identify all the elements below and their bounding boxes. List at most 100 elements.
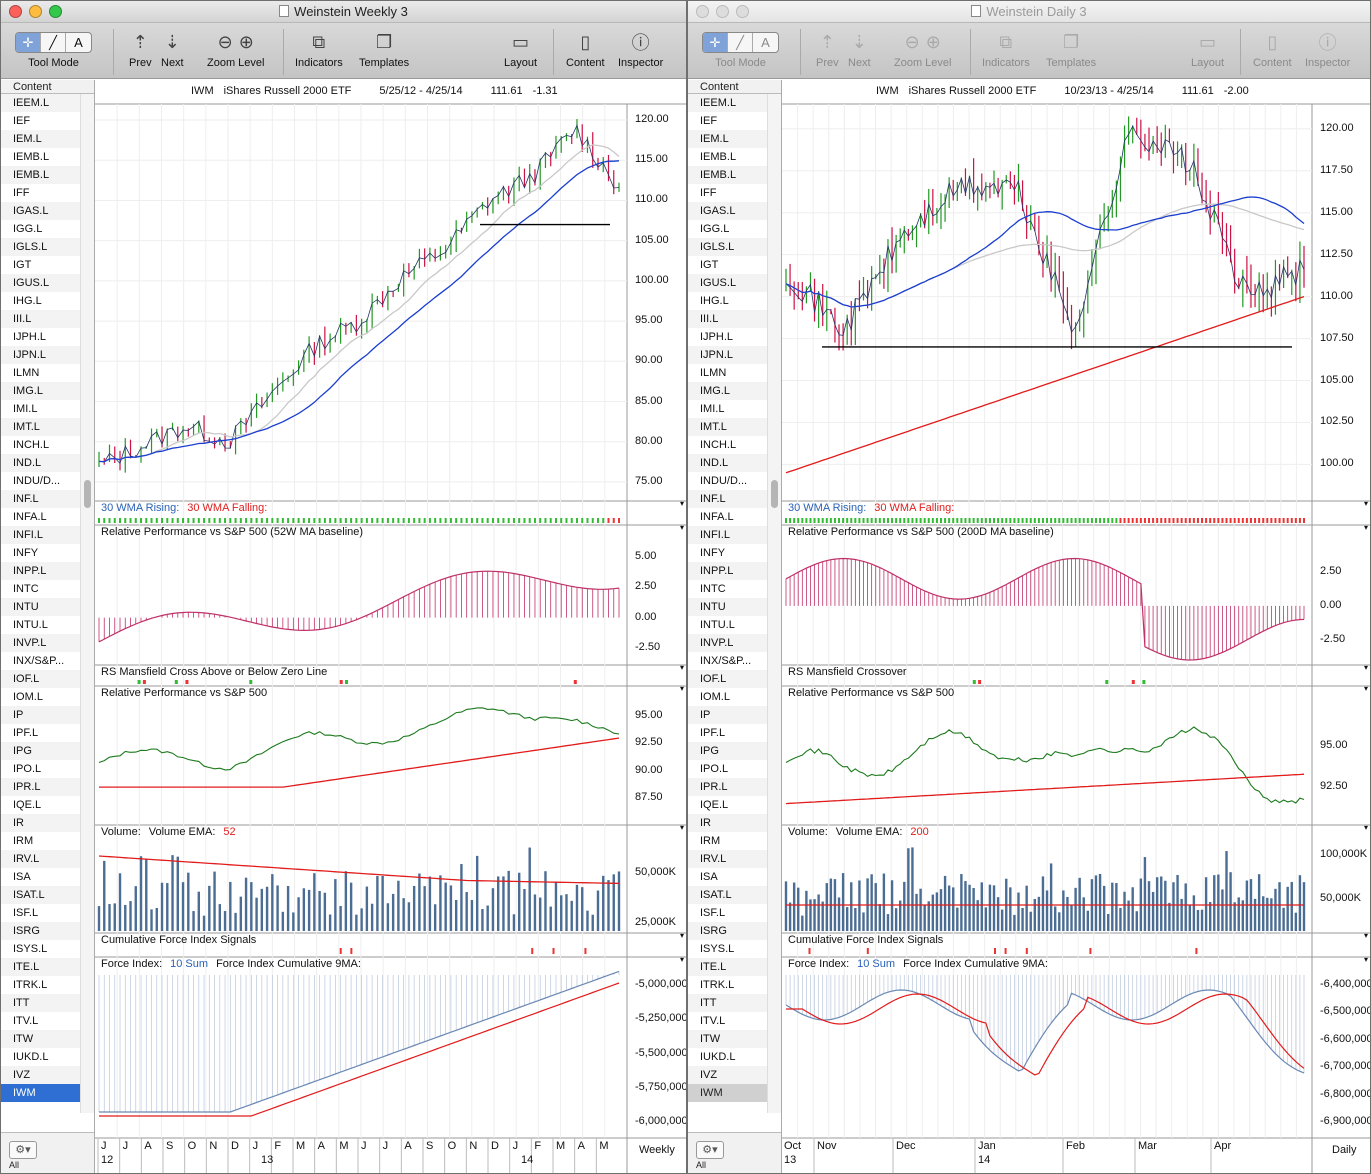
pane-menu-icon[interactable]: ▾ bbox=[680, 663, 685, 672]
symbol-list-item[interactable]: ILMN bbox=[13, 367, 40, 379]
symbol-list-item[interactable]: IPR.L bbox=[688, 778, 767, 796]
pane-menu-icon[interactable]: ▾ bbox=[1364, 523, 1369, 532]
symbol-list-item[interactable]: INX/S&P... bbox=[13, 655, 65, 667]
title-bar[interactable]: Weinstein Weekly 3 bbox=[1, 1, 686, 23]
symbol-list-item[interactable]: IPF.L bbox=[13, 727, 39, 739]
all-filter-label[interactable]: All bbox=[696, 1160, 707, 1170]
symbol-list-item[interactable]: ISA bbox=[13, 871, 31, 883]
symbol-list-item[interactable]: IEMB.L bbox=[1, 166, 80, 184]
minimize-window-button[interactable] bbox=[716, 5, 729, 18]
symbol-list-item[interactable]: INDU/D... bbox=[13, 475, 61, 487]
symbol-list-item[interactable]: IFF bbox=[700, 187, 717, 199]
symbol-list-item[interactable]: ITRK.L bbox=[700, 979, 735, 991]
symbol-list-item[interactable]: INDU/D... bbox=[700, 475, 748, 487]
inspector-button[interactable]: ⓘ Inspector bbox=[618, 27, 663, 69]
tool-mode-segmented[interactable]: ✛ ╱ A bbox=[702, 32, 779, 53]
symbol-list-item[interactable]: INFY bbox=[13, 547, 39, 559]
symbol-list-item[interactable]: IGG.L bbox=[13, 223, 43, 235]
symbol-list[interactable]: IEEM.L IEF IEM.L IEMB.L IEMB.L IFF IGAS.L IGG.L… bbox=[1, 94, 80, 1113]
symbol-list-item[interactable]: IJPN.L bbox=[688, 346, 767, 364]
symbol-list-item[interactable]: IPO.L bbox=[700, 763, 729, 775]
pane-menu-icon[interactable]: ▾ bbox=[680, 823, 685, 832]
symbol-list-item[interactable]: IGLS.L bbox=[688, 238, 767, 256]
symbol-list-item[interactable]: IMG.L bbox=[1, 382, 80, 400]
symbol-list-item[interactable]: IP bbox=[1, 706, 80, 724]
symbol-list-item[interactable]: ITW bbox=[688, 1030, 767, 1048]
symbol-list-item[interactable]: IUKD.L bbox=[13, 1051, 49, 1063]
zoom-window-button[interactable] bbox=[736, 5, 749, 18]
symbol-list-item[interactable]: IOF.L bbox=[1, 670, 80, 688]
period-label[interactable]: Daily bbox=[1332, 1144, 1357, 1156]
tool-mode-control[interactable]: ✛ ╱ A Tool Mode bbox=[702, 27, 779, 69]
symbol-list-item[interactable]: ITT bbox=[688, 994, 767, 1012]
symbol-list-item[interactable]: IND.L bbox=[688, 454, 767, 472]
pane-menu-icon[interactable]: ▾ bbox=[680, 931, 685, 940]
symbol-list-item[interactable]: IPF.L bbox=[700, 727, 726, 739]
symbol-list-item[interactable]: IEMB.L bbox=[13, 151, 50, 163]
layout-button[interactable]: ▭ Layout bbox=[504, 27, 537, 70]
text-tool-icon[interactable]: A bbox=[74, 35, 83, 50]
chart-window-daily[interactable]: Weinstein Daily 3 ✛ ╱ A Tool Mode ⇡ Prev ⇣ Next… bbox=[687, 0, 1371, 1174]
symbol-list-item[interactable]: IND.L bbox=[1, 454, 80, 472]
symbol-list-item[interactable]: IQE.L bbox=[13, 799, 42, 811]
symbol-list-item[interactable]: IJPN.L bbox=[1, 346, 80, 364]
indicators-button[interactable]: ⧉ Indicators bbox=[982, 27, 1030, 70]
symbol-list-item[interactable]: IRV.L bbox=[1, 850, 80, 868]
scrollbar-thumb[interactable] bbox=[771, 480, 778, 508]
symbol-list-item[interactable]: IGAS.L bbox=[688, 202, 767, 220]
symbol-list-item[interactable]: IOM.L bbox=[700, 691, 730, 703]
symbol-list-item[interactable]: IMT.L bbox=[1, 418, 80, 436]
symbol-list-item[interactable]: ISF.L bbox=[13, 907, 39, 919]
chart-window-weekly[interactable]: Weinstein Weekly 3 ✛ ╱ A Tool Mode ⇡ Prev ⇣ Nex… bbox=[0, 0, 687, 1174]
symbol-list-item[interactable]: INTC bbox=[700, 583, 726, 595]
symbol-list-item[interactable]: IOM.L bbox=[13, 691, 43, 703]
zoom-out-icon[interactable]: ⊖ bbox=[904, 31, 920, 52]
symbol-list-item[interactable]: IPG bbox=[688, 742, 767, 760]
symbol-list-item[interactable]: ITW bbox=[1, 1030, 80, 1048]
sidebar-scrollbar[interactable] bbox=[767, 94, 781, 1113]
zoom-control[interactable]: ⊖ ⊕ Zoom Level bbox=[894, 27, 951, 70]
symbol-list-item[interactable]: INCH.L bbox=[700, 439, 737, 451]
symbol-list-item[interactable]: IEM.L bbox=[688, 130, 767, 148]
symbol-list-item[interactable]: IOF.L bbox=[688, 670, 767, 688]
symbol-list-item[interactable]: IVZ bbox=[1, 1066, 80, 1084]
symbol-list-item[interactable]: IHG.L bbox=[13, 295, 42, 307]
symbol-list-item[interactable]: INFA.L bbox=[13, 511, 47, 523]
symbol-list-item[interactable]: IR bbox=[1, 814, 80, 832]
symbol-list-item[interactable]: IGAS.L bbox=[1, 202, 80, 220]
inspector-button[interactable]: ⓘ Inspector bbox=[1305, 27, 1350, 69]
symbol-list-item[interactable]: IWM bbox=[1, 1084, 80, 1102]
symbol-list-item[interactable]: IGT bbox=[700, 259, 719, 271]
symbol-list-item[interactable]: INTU.L bbox=[13, 619, 48, 631]
symbol-list-item[interactable]: ILMN bbox=[700, 367, 727, 379]
symbol-list-item[interactable]: IRV.L bbox=[688, 850, 767, 868]
chart-area[interactable]: IWM iShares Russell 2000 ETF 10/23/13 - 4/… bbox=[782, 80, 1370, 1173]
symbol-list-item[interactable]: IHG.L bbox=[700, 295, 729, 307]
symbol-list-item[interactable]: IQE.L bbox=[700, 799, 729, 811]
symbol-list-item[interactable]: INF.L bbox=[688, 490, 767, 508]
symbol-list-item[interactable]: ITE.L bbox=[688, 958, 767, 976]
symbol-list-item[interactable]: ISAT.L bbox=[1, 886, 80, 904]
symbol-list-item[interactable]: ISYS.L bbox=[700, 943, 735, 955]
symbol-list-item[interactable]: IMG.L bbox=[688, 382, 767, 400]
pane-menu-icon[interactable]: ▾ bbox=[680, 499, 685, 508]
pane-menu-icon[interactable]: ▾ bbox=[1364, 823, 1369, 832]
symbol-list-item[interactable]: IEMB.L bbox=[700, 151, 737, 163]
title-bar[interactable]: Weinstein Daily 3 bbox=[688, 1, 1370, 23]
pane-menu-icon[interactable]: ▾ bbox=[1364, 663, 1369, 672]
symbol-list-item[interactable]: ITE.L bbox=[1, 958, 80, 976]
sidebar-scrollbar[interactable] bbox=[80, 94, 94, 1113]
tool-mode-segmented[interactable]: ✛ ╱ A bbox=[15, 32, 92, 53]
symbol-list-item[interactable]: INPP.L bbox=[688, 562, 767, 580]
symbol-list-item[interactable]: IMI.L bbox=[13, 403, 38, 415]
pane-menu-icon[interactable]: ▾ bbox=[680, 523, 685, 532]
symbol-list-item[interactable]: ISRG bbox=[1, 922, 80, 940]
symbol-list-item[interactable]: INTC bbox=[13, 583, 39, 595]
symbol-list-item[interactable]: ITV.L bbox=[13, 1015, 39, 1027]
symbol-list-item[interactable]: IWM bbox=[688, 1084, 767, 1102]
text-tool-icon[interactable]: A bbox=[761, 35, 770, 50]
prev-button[interactable]: ⇡ Prev bbox=[816, 27, 839, 70]
symbol-list-item[interactable]: IGUS.L bbox=[1, 274, 80, 292]
symbol-list-item[interactable]: III.L bbox=[688, 310, 767, 328]
symbol-list-item[interactable]: IR bbox=[688, 814, 767, 832]
